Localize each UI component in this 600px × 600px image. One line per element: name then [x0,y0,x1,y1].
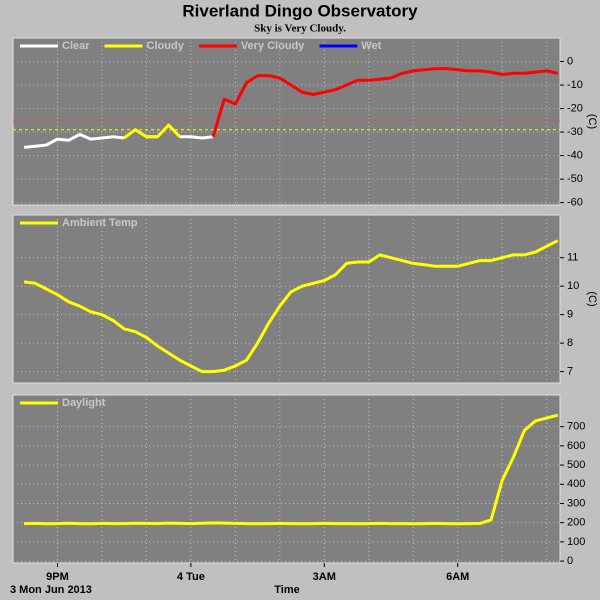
y-tick-label: 0 [567,555,573,567]
y-tick-label: 600 [567,440,585,452]
y-tick-label: 500 [567,459,585,471]
legend-label: Daylight [62,397,106,409]
y-tick-label: -20 [567,102,583,114]
legend-label: Clear [62,40,90,52]
y-tick-label: 700 [567,421,585,433]
data-line [123,123,181,140]
panel [12,37,561,206]
y-tick-label: 11 [567,252,578,264]
y-tick-label: -50 [567,173,583,185]
data-line [211,67,559,138]
y-tick-label: 200 [567,517,585,529]
legend-label: Wet [361,40,381,52]
y-tick-label: 8 [567,337,573,349]
y-tick-label: 300 [567,497,585,509]
y-tick-label: -30 [567,126,583,138]
y-tick-label: 7 [567,366,573,378]
subtitle: Sky is Very Cloudy. [254,23,346,35]
legend-label: Ambient Temp [62,217,138,229]
y-tick-label: -40 [567,150,583,162]
y-tick-label: 100 [567,536,585,548]
legend-label: Cloudy [147,40,185,52]
date-note: 3 Mon Jun 2013 [10,584,92,596]
y-axis-label: (C) [586,114,598,129]
panel [12,394,561,564]
title: Riverland Dingo Observatory [182,1,418,20]
data-line [24,413,559,526]
x-tick-label: 9PM [46,571,69,583]
legend-label: Very Cloudy [241,40,305,52]
y-tick-label: 0 [567,55,573,67]
y-tick-label: 9 [567,309,573,321]
y-tick-label: -10 [567,79,583,91]
x-axis-label: Time [274,584,299,596]
y-tick-label: 400 [567,478,585,490]
y-tick-label: -60 [567,197,583,209]
data-line [23,239,559,374]
y-axis-label: (C) [586,291,598,306]
x-tick-label: 3AM [313,571,336,583]
y-tick-label: 10 [567,280,579,292]
x-tick-label: 6AM [446,571,469,583]
x-tick-label: 4 Tue [177,571,205,583]
